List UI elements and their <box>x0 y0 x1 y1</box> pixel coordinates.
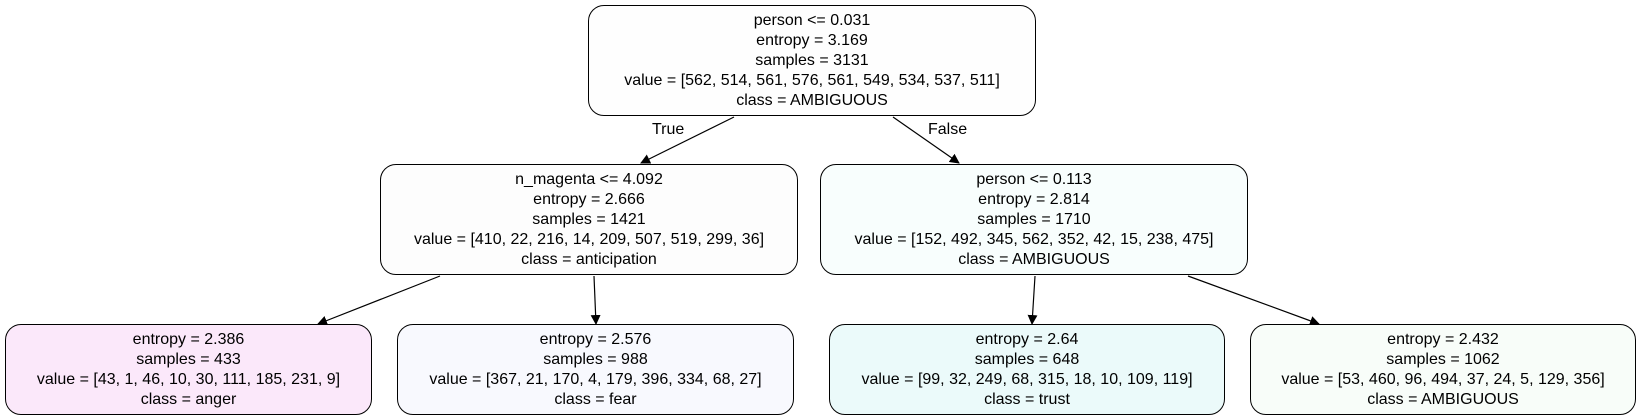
node-value: value = [152, 492, 345, 562, 352, 42, 15… <box>854 230 1214 248</box>
edge-label-true: True <box>652 121 685 138</box>
edge-label-false: False <box>928 121 968 138</box>
node-entropy: entropy = 2.386 <box>132 330 245 348</box>
node-condition: n_magenta <= 4.092 <box>515 170 663 188</box>
node-entropy: entropy = 2.64 <box>975 330 1079 348</box>
edge-left-to-leaf-fear <box>590 275 601 325</box>
node-entropy: entropy = 3.169 <box>756 31 868 49</box>
node-samples: samples = 648 <box>974 350 1080 368</box>
node-entropy: entropy = 2.814 <box>978 190 1090 208</box>
node-value: value = [43, 1, 46, 10, 30, 111, 185, 23… <box>36 370 341 388</box>
node-entropy: entropy = 2.666 <box>533 190 645 208</box>
node-leaf-fear: entropy = 2.576 samples = 988 value = [3… <box>397 324 794 415</box>
node-samples: samples = 988 <box>543 350 648 368</box>
edge-left-to-leaf-anger <box>317 275 441 326</box>
node-class: class = fear <box>554 390 637 408</box>
node-entropy: entropy = 2.576 <box>539 330 652 348</box>
node-condition: person <= 0.113 <box>976 170 1092 188</box>
node-value: value = [410, 22, 216, 14, 209, 507, 519… <box>413 230 765 248</box>
edge-right-to-leaf-ambiguous <box>1187 275 1320 326</box>
node-value: value = [367, 21, 170, 4, 179, 396, 334,… <box>429 370 762 388</box>
node-class: class = AMBIGUOUS <box>1367 390 1519 408</box>
node-value: value = [53, 460, 96, 494, 37, 24, 5, 12… <box>1281 370 1605 388</box>
node-left: n_magenta <= 4.092 entropy = 2.666 sampl… <box>380 164 798 275</box>
node-leaf-ambiguous: entropy = 2.432 samples = 1062 value = [… <box>1250 324 1636 415</box>
node-leaf-trust: entropy = 2.64 samples = 648 value = [99… <box>829 324 1225 415</box>
node-class: class = anticipation <box>521 250 657 268</box>
node-class: class = AMBIGUOUS <box>958 250 1110 268</box>
node-right: person <= 0.113 entropy = 2.814 samples … <box>820 164 1248 275</box>
node-samples: samples = 1421 <box>532 210 646 228</box>
node-value: value = [562, 514, 561, 576, 561, 549, 5… <box>624 71 1000 89</box>
node-value: value = [99, 32, 249, 68, 315, 18, 10, 1… <box>861 370 1193 388</box>
edge-root-to-right <box>892 116 960 164</box>
node-leaf-anger: entropy = 2.386 samples = 433 value = [4… <box>5 324 372 415</box>
edge-right-to-leaf-trust <box>1027 275 1038 325</box>
node-class: class = anger <box>140 390 237 408</box>
node-entropy: entropy = 2.432 <box>1387 330 1499 348</box>
node-samples: samples = 433 <box>136 350 241 368</box>
edge-root-to-left <box>640 116 735 164</box>
node-class: class = trust <box>984 390 1070 408</box>
node-samples: samples = 3131 <box>755 51 869 69</box>
node-samples: samples = 1062 <box>1386 350 1500 368</box>
node-condition: person <= 0.031 <box>753 11 871 29</box>
node-root: person <= 0.031 entropy = 3.169 samples … <box>588 5 1036 116</box>
node-class: class = AMBIGUOUS <box>736 91 888 109</box>
node-samples: samples = 1710 <box>977 210 1091 228</box>
